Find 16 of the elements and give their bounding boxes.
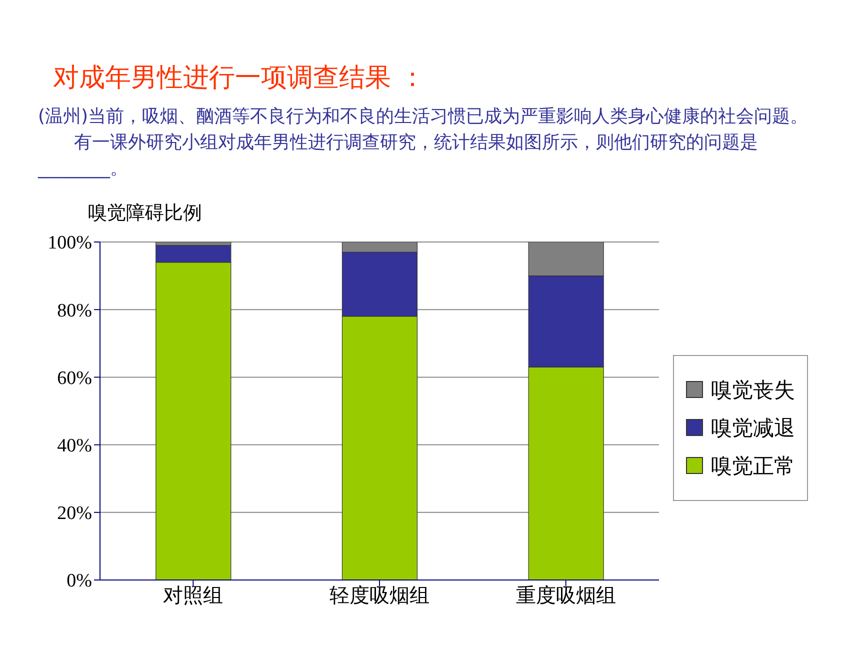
chart-title: 对成年男性进行一项调查结果 ： xyxy=(53,62,426,95)
x-tick-label: 重度吸烟组 xyxy=(516,585,616,608)
y-tick-label: 40% xyxy=(57,436,92,457)
x-tick-label: 对照组 xyxy=(163,585,224,608)
y-tick-label: 20% xyxy=(57,503,92,524)
y-tick-label: 0% xyxy=(66,570,92,592)
legend-label: 嗅觉减退 xyxy=(711,414,795,442)
text: 有一课外研究小组对成年男性进行调查研究，统计结果如图所示，则他们研究的问题是________。 xyxy=(38,131,759,181)
y-axis-title: 嗅觉障碍比例 xyxy=(88,202,202,226)
text: (温州)当前，吸烟、酗酒等不良行为和不良的生活习惯已成为严重影响人类身心健康的社会问题。 xyxy=(38,105,810,129)
y-tick-label: 100% xyxy=(48,232,92,254)
x-tick-label: 轻度吸烟组 xyxy=(330,585,430,608)
legend-label: 嗅觉丧失 xyxy=(711,376,795,404)
y-tick-label: 60% xyxy=(57,368,92,389)
y-tick-label: 80% xyxy=(57,300,92,322)
legend-label: 嗅觉正常 xyxy=(711,452,795,480)
